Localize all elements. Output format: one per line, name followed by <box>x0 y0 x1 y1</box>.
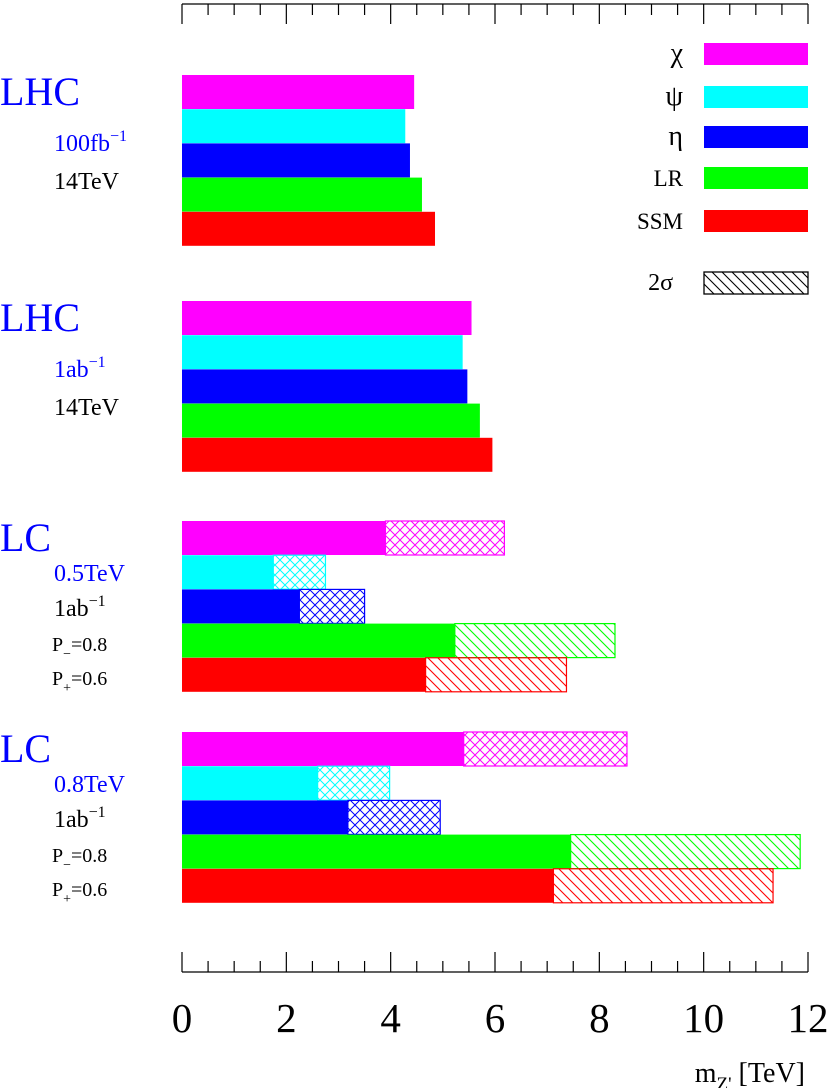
group-sublabel: 14TeV <box>54 169 120 195</box>
bar-2sigma-group3-model1 <box>384 520 505 556</box>
x-axis-label-subscript: Z' <box>717 1074 732 1088</box>
legend-label-2sigma: 2σ <box>648 270 673 296</box>
bar-group3-model2 <box>182 555 274 590</box>
axes-frame: 0 2 4 6 8 10 12 <box>172 3 829 1041</box>
group-sublabel: P+=0.6 <box>52 879 107 907</box>
legend-swatch-2sigma <box>703 271 809 295</box>
group-sublabel: 1ab−1 <box>54 593 106 622</box>
bar-group1-model5 <box>182 211 436 246</box>
bar-group4-model2 <box>182 766 318 801</box>
subscript: − <box>63 647 71 662</box>
bar-group1-model2 <box>182 109 406 144</box>
bar-group4-model4 <box>182 834 571 869</box>
x-tick-label: 0 <box>172 995 193 1041</box>
superscript: −1 <box>89 593 106 610</box>
bar-group3-model1 <box>182 521 386 555</box>
group-sublabel: P−=0.8 <box>52 845 107 873</box>
bar-group2-model2 <box>182 335 463 370</box>
bar-2sigma-group3-model5 <box>425 657 568 693</box>
bar-2sigma-group3-model4 <box>454 622 616 659</box>
x-tick-label: 2 <box>276 995 297 1041</box>
superscript: −1 <box>89 354 106 371</box>
legend-swatch <box>704 210 808 232</box>
group-title: LC <box>0 515 51 560</box>
legend-label: LR <box>654 166 684 191</box>
legend-label: ψ <box>665 81 683 112</box>
subscript: − <box>63 858 71 873</box>
bar-2sigma-group4-model5 <box>552 868 774 904</box>
bar-2sigma-group4-model3 <box>347 799 441 836</box>
superscript: −1 <box>89 804 106 821</box>
legend-label: η <box>668 121 683 152</box>
bar-group1-model1 <box>182 75 415 109</box>
legend-swatch <box>704 86 808 108</box>
x-tick-label: 10 <box>683 995 724 1041</box>
group-title: LHC <box>0 69 80 114</box>
group-sublabel: P+=0.6 <box>52 668 107 696</box>
bar-group2-model5 <box>182 437 493 472</box>
legend-swatch <box>704 167 808 189</box>
bar-2sigma-group4-model2 <box>317 765 391 801</box>
bar-group3-model4 <box>182 623 455 658</box>
bar-2sigma-group3-model3 <box>298 588 366 625</box>
legend: χψη LR SSM 2σ <box>637 38 809 296</box>
bar-group2-model1 <box>182 301 472 335</box>
group-title: LC <box>0 726 51 771</box>
x-axis-label: mZ' [TeV] <box>695 1058 805 1088</box>
legend-label: χ <box>670 38 684 69</box>
group-sublabel: P−=0.8 <box>52 634 107 662</box>
bar-group2-model4 <box>182 403 480 438</box>
bar-2sigma-group4-model1 <box>463 731 628 767</box>
legend-swatch <box>704 43 808 65</box>
bar-group4-model1 <box>182 732 464 766</box>
group-sublabel: 1ab−1 <box>54 354 106 383</box>
group-sublabel: 0.8TeV <box>54 772 126 798</box>
group-sublabel: 14TeV <box>54 395 120 421</box>
bar-group2-model3 <box>182 369 468 404</box>
legend-label: SSM <box>637 209 683 234</box>
bar-2sigma-group3-model2 <box>272 554 327 590</box>
group-title: LHC <box>0 295 80 340</box>
legend-swatch <box>704 126 808 148</box>
group-sublabel: 0.5TeV <box>54 561 126 587</box>
group-sublabel: 100fb−1 <box>54 128 127 157</box>
bar-group4-model3 <box>182 800 348 835</box>
bar-group4-model5 <box>182 868 554 903</box>
superscript: −1 <box>110 128 127 145</box>
bars-layer <box>182 75 801 904</box>
bar-group3-model5 <box>182 657 426 692</box>
bar-2sigma-group4-model4 <box>570 833 801 870</box>
x-tick-label: 8 <box>589 995 610 1041</box>
bar-group1-model3 <box>182 143 410 178</box>
bar-group3-model3 <box>182 589 300 624</box>
x-tick-label: 12 <box>788 995 829 1041</box>
bar-group1-model4 <box>182 177 422 212</box>
x-tick-label: 4 <box>380 995 401 1041</box>
x-tick-label: 6 <box>485 995 506 1041</box>
subscript: + <box>63 892 71 907</box>
group-sublabel: 1ab−1 <box>54 804 106 833</box>
subscript: + <box>63 681 71 696</box>
group-labels-layer: LHC100fb−114TeVLHC1ab−114TeVLC0.5TeV1ab−… <box>0 69 127 907</box>
